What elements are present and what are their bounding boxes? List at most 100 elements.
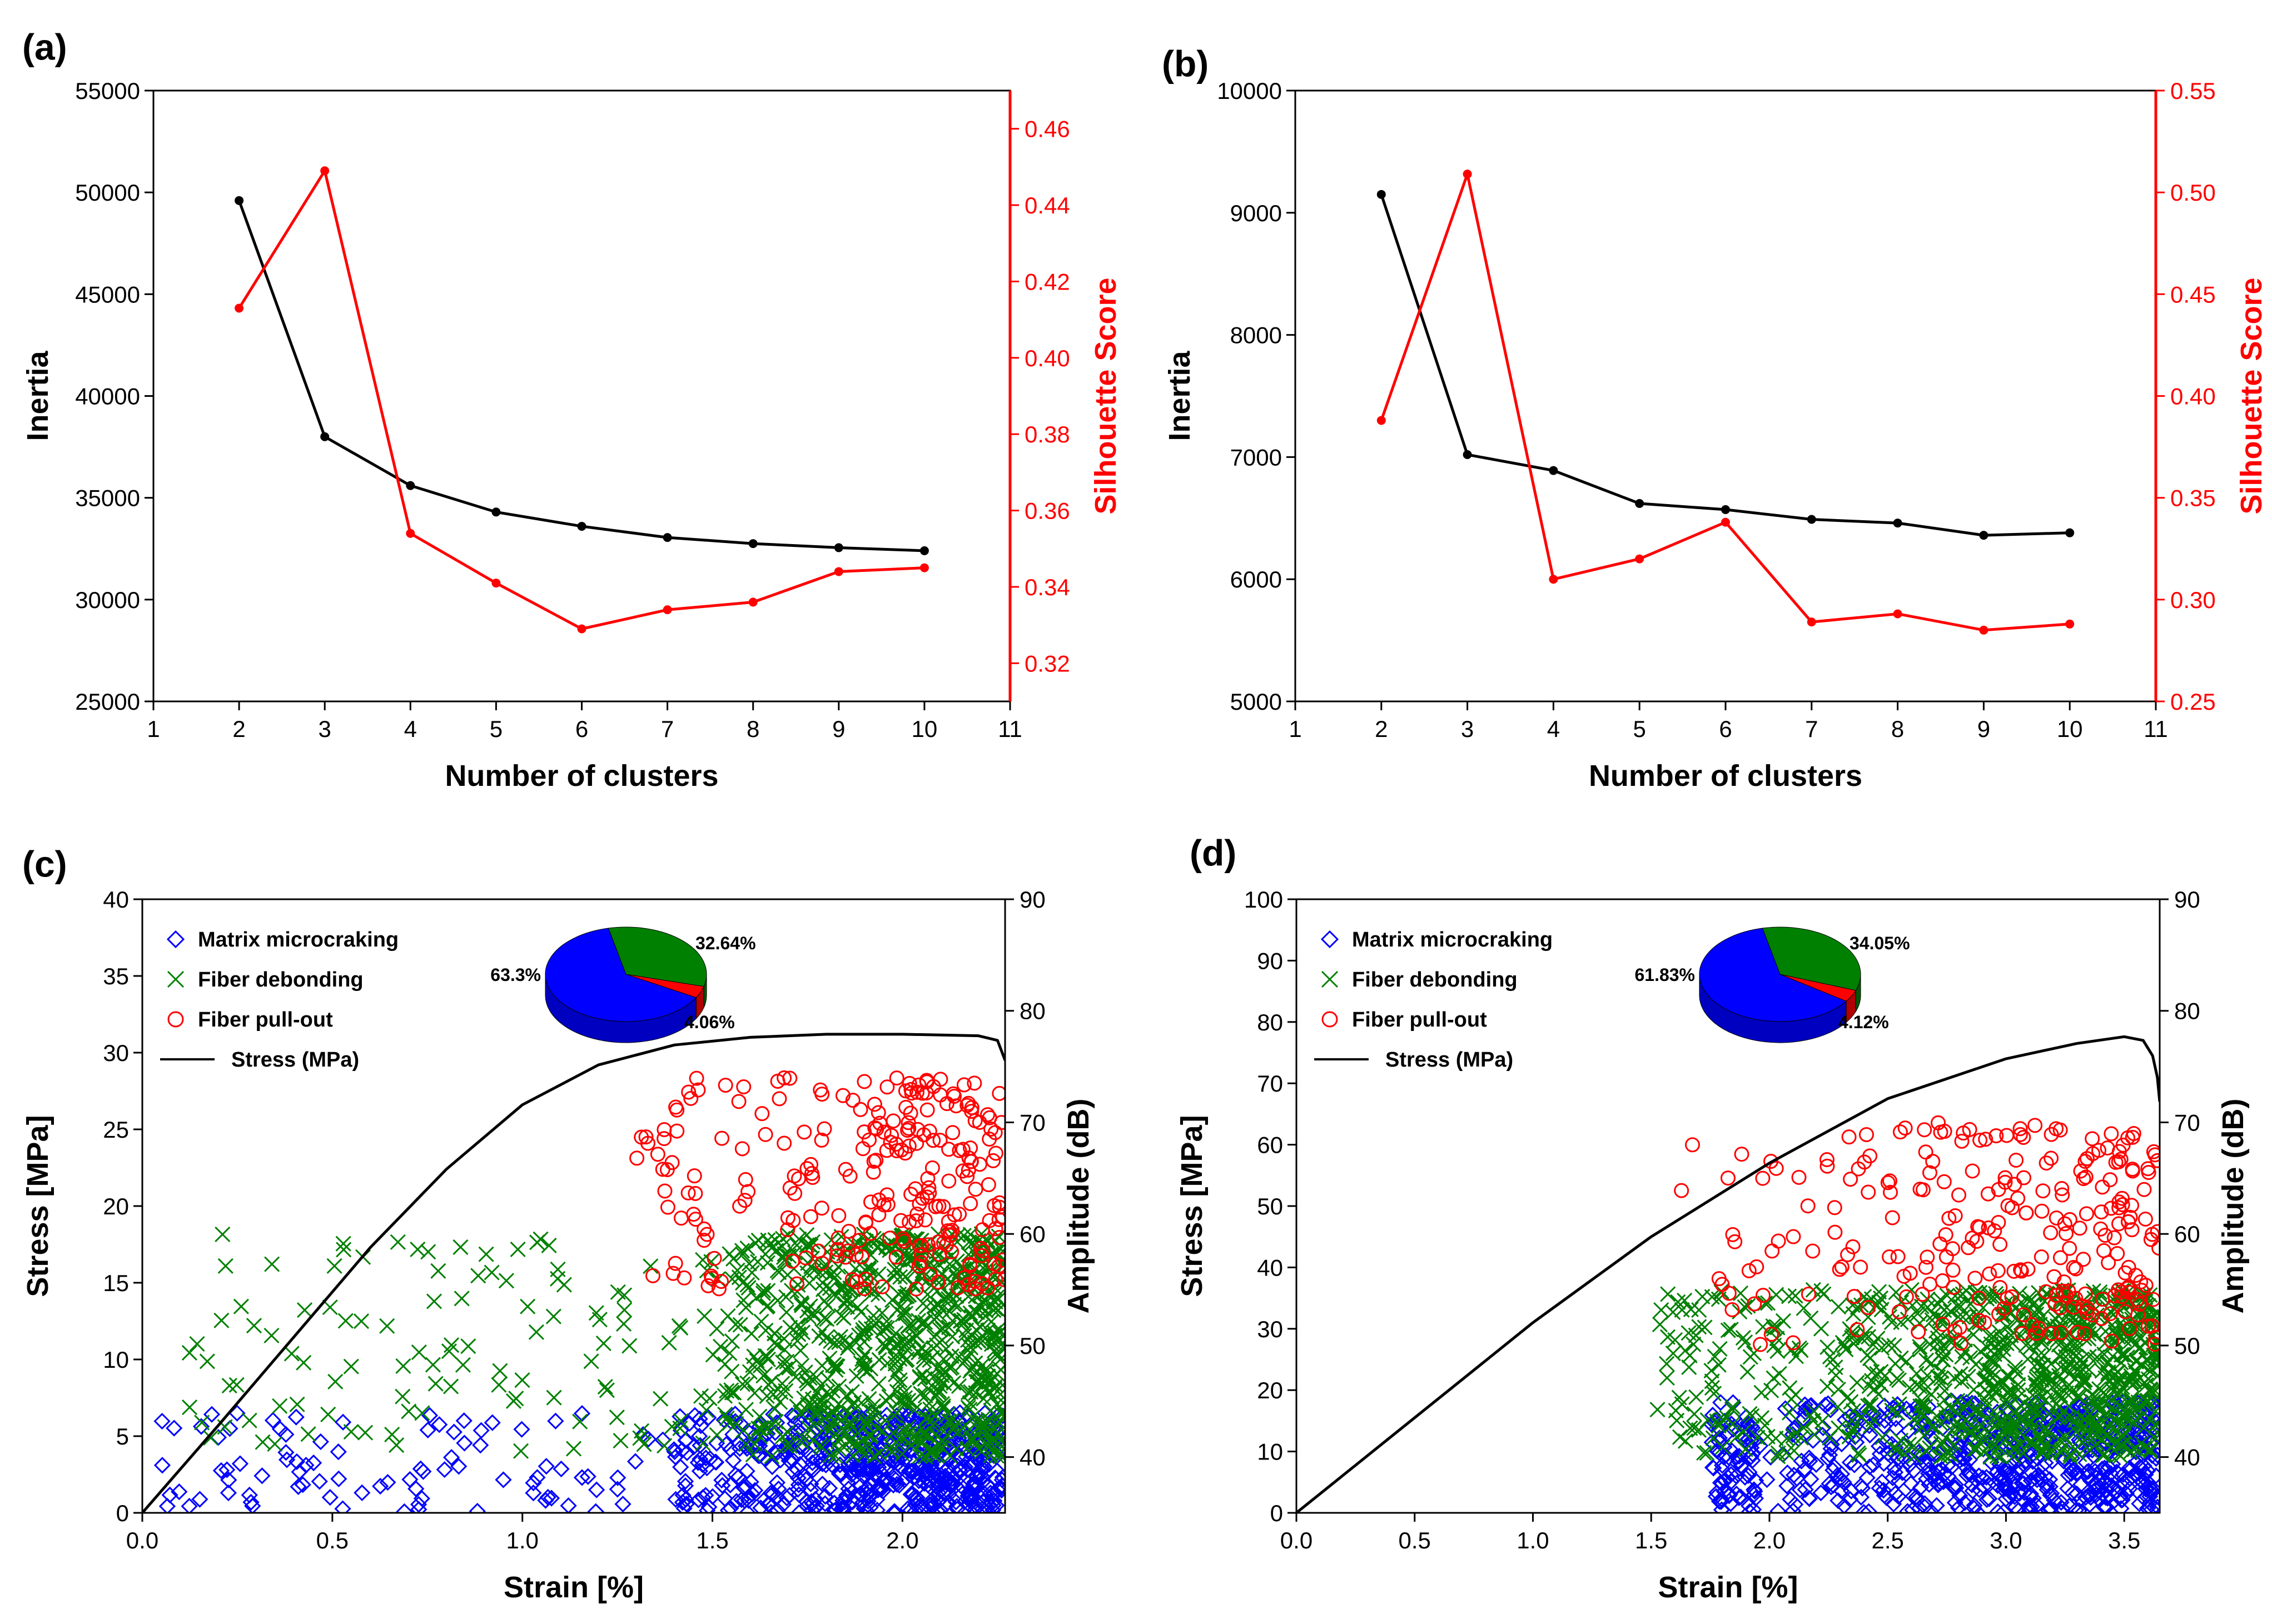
cluster-marker-debonding [808, 1369, 824, 1386]
cluster-marker-debonding [1791, 1340, 1807, 1356]
cluster-marker-pullout [1920, 1249, 1935, 1265]
cluster-marker-debonding [2003, 1305, 2020, 1321]
cluster-marker-pullout [986, 1153, 1001, 1168]
cluster-marker-pullout [884, 1128, 899, 1143]
cluster-marker-matrix [678, 1444, 696, 1462]
y2-tick-label: 50 [1020, 1333, 1046, 1359]
cluster-marker-matrix [2014, 1474, 2031, 1492]
cluster-marker-debonding [343, 1424, 359, 1440]
cluster-marker-debonding [1724, 1399, 1741, 1415]
cluster-marker-debonding [1677, 1433, 1694, 1449]
cluster-marker-matrix [724, 1426, 742, 1443]
cluster-marker-debonding [2007, 1363, 2023, 1379]
cluster-marker-debonding [545, 1308, 561, 1324]
cluster-marker-matrix [191, 1491, 208, 1508]
legend-label: Fiber pull-out [198, 1008, 333, 1032]
cluster-marker-pullout [1891, 1304, 1907, 1319]
y-tick-label: 5 [116, 1423, 129, 1449]
cluster-marker-pullout [2072, 1221, 2087, 1236]
cluster-marker-debonding [834, 1277, 851, 1293]
cluster-marker-matrix [181, 1497, 198, 1513]
cluster-marker-matrix [694, 1489, 712, 1506]
cluster-marker-debonding [2105, 1431, 2121, 1447]
cluster-marker-debonding [2052, 1387, 2069, 1403]
cluster-marker-pullout [2049, 1288, 2064, 1303]
cluster-marker-matrix [1824, 1462, 1842, 1479]
cluster-marker-debonding [757, 1348, 773, 1364]
cluster-marker-matrix [2131, 1495, 2148, 1512]
cluster-marker-matrix [874, 1482, 892, 1500]
cluster-marker-matrix [678, 1495, 695, 1513]
cluster-marker-debonding [796, 1390, 812, 1406]
cluster-marker-debonding [789, 1333, 806, 1349]
y-tick-label: 10000 [1217, 78, 1282, 104]
cluster-marker-debonding [788, 1369, 804, 1385]
cluster-marker-pullout [699, 1227, 715, 1242]
cluster-marker-debonding [508, 1391, 524, 1407]
x-tick-label: 5 [490, 716, 503, 742]
y-tick-label: 55000 [75, 78, 140, 104]
cluster-marker-pullout [975, 1222, 990, 1238]
cluster-marker-debonding [1830, 1381, 1846, 1398]
cluster-marker-pullout [2111, 1194, 2127, 1210]
panel-b: (b)1 2 3 4 5 6 7 8 9 10 11500060007000800090001000… [1162, 43, 2268, 793]
cluster-marker-debonding [961, 1421, 978, 1437]
cluster-marker-matrix [1723, 1442, 1741, 1459]
cluster-marker-debonding [1985, 1328, 2001, 1344]
cluster-marker-pullout [2114, 1289, 2130, 1304]
x-tick-label: 2 [1375, 716, 1388, 742]
panel-a: (a)1 2 3 4 5 6 7 8 9 10 11250003000035000400004500… [21, 26, 1122, 793]
cluster-marker-matrix [1812, 1484, 1829, 1502]
cluster-marker-pullout [1961, 1240, 1976, 1256]
cluster-marker-matrix [456, 1434, 473, 1452]
cluster-marker-pullout [898, 1083, 913, 1099]
cluster-marker-debonding [782, 1438, 798, 1454]
cluster-marker-matrix [789, 1481, 807, 1498]
cluster-marker-debonding [908, 1327, 924, 1343]
cluster-marker-pullout [995, 1209, 1005, 1224]
cluster-marker-matrix [1858, 1402, 1875, 1419]
cluster-marker-pullout [922, 1123, 937, 1139]
cluster-marker-debonding [484, 1264, 500, 1281]
cluster-marker-debonding [492, 1363, 508, 1379]
cluster-marker-matrix [587, 1503, 604, 1513]
cluster-marker-matrix [1716, 1472, 1733, 1490]
cluster-marker-pullout [2039, 1155, 2054, 1171]
cluster-marker-matrix [868, 1501, 886, 1513]
cluster-marker-debonding [918, 1411, 934, 1427]
legend-label: Stress (MPa) [1385, 1048, 1513, 1072]
cluster-marker-pullout [1882, 1249, 1897, 1264]
cluster-marker-matrix [675, 1500, 693, 1513]
cluster-marker-debonding [752, 1428, 768, 1444]
cluster-marker-pullout [1727, 1234, 1743, 1249]
cluster-marker-pullout [902, 1075, 917, 1091]
cluster-marker-debonding [859, 1439, 875, 1455]
cluster-marker-debonding [1787, 1424, 1803, 1441]
cluster-marker-debonding [933, 1301, 949, 1317]
y2-tick-label: 0.42 [1025, 268, 1070, 295]
cluster-marker-pullout [799, 1161, 815, 1177]
cluster-marker-matrix [495, 1471, 512, 1488]
cluster-marker-pullout [901, 1120, 917, 1136]
cluster-marker-pullout [2000, 1291, 2015, 1306]
pie-label-pullout: 4.12% [1838, 1012, 1889, 1032]
cluster-marker-debonding [1977, 1382, 1993, 1398]
cluster-marker-debonding [1982, 1449, 1998, 1465]
cluster-marker-matrix [951, 1461, 968, 1478]
cluster-marker-pullout [932, 1133, 948, 1148]
x-tick-label: 2.0 [886, 1527, 918, 1553]
cluster-marker-debonding [1841, 1428, 1857, 1444]
cluster-marker-debonding [617, 1302, 633, 1318]
cluster-marker-pullout [2146, 1144, 2160, 1159]
cluster-marker-debonding [595, 1336, 611, 1352]
cluster-marker-debonding [1699, 1445, 1715, 1461]
cluster-marker-debonding [1971, 1404, 1987, 1421]
cluster-marker-matrix [1821, 1475, 1838, 1492]
cluster-marker-matrix [965, 1446, 982, 1464]
cluster-marker-debonding [962, 1402, 978, 1418]
cluster-marker-debonding [2077, 1372, 2093, 1388]
y2-tick-label: 60 [1020, 1221, 1046, 1247]
cluster-marker-matrix [1713, 1501, 1731, 1513]
cluster-marker-debonding [441, 1343, 457, 1359]
cluster-marker-pullout [911, 1077, 927, 1093]
